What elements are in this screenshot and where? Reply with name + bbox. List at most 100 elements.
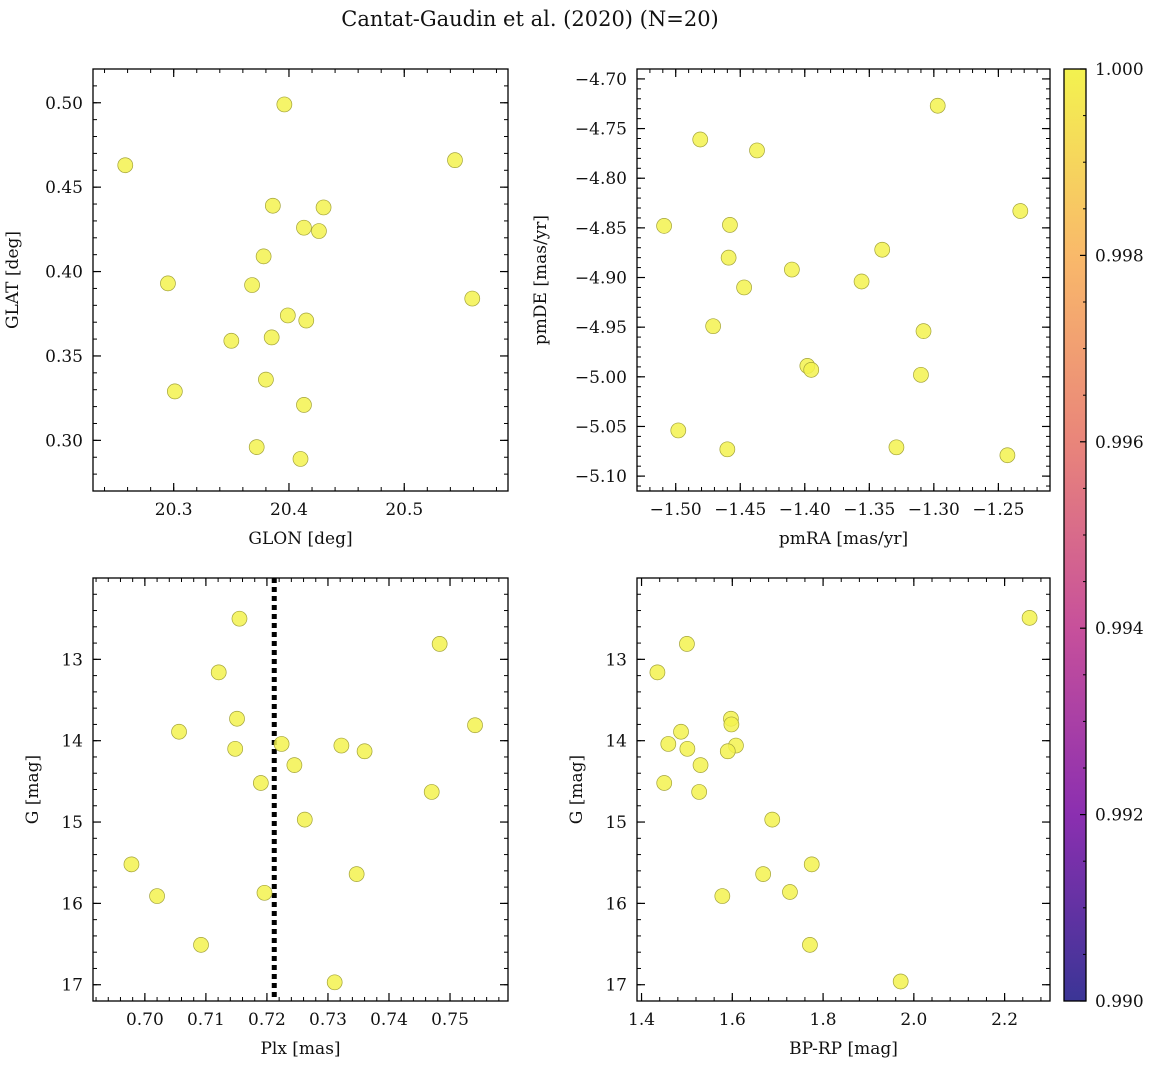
y-tick-label: 0.40	[45, 263, 83, 283]
data-point	[117, 157, 134, 174]
data-point	[273, 736, 290, 752]
panel-4: 1.4 1.6 1.8 2.0 2.2 13 14 15 16 17 BP-RP [mag] G [m…	[567, 577, 1051, 1059]
x-tick-label: 0.70	[126, 1010, 164, 1030]
x-axis-label: Plx [mas]	[260, 1039, 340, 1059]
data-point	[679, 636, 695, 652]
colorbar-bar	[1063, 68, 1087, 1002]
data-point	[311, 223, 327, 239]
data-point	[999, 447, 1016, 464]
data-point	[670, 422, 687, 439]
y-tick-label: 15	[605, 813, 627, 833]
y-tick-label: 0.50	[45, 94, 83, 114]
x-axis-label: pmRA [mas/yr]	[779, 529, 908, 549]
data-point	[679, 740, 696, 757]
data-point	[210, 664, 227, 681]
x-tick-label: −1.30	[908, 500, 960, 520]
data-point	[279, 307, 296, 324]
data-point	[915, 323, 932, 339]
x-tick-label: 2.0	[900, 1010, 927, 1030]
colorbar-tick-label: 0.990	[1095, 992, 1144, 1012]
x-tick-label: 20.3	[155, 500, 193, 520]
data-point	[264, 197, 281, 214]
data-point	[244, 277, 260, 293]
data-point	[714, 888, 731, 904]
y-tick-label: 13	[605, 650, 627, 670]
data-point	[749, 142, 765, 159]
data-point	[1021, 610, 1038, 626]
x-axis-label: GLON [deg]	[248, 529, 352, 549]
y-tick-label: 0.35	[45, 347, 83, 367]
colorbar-tick-label: 0.998	[1095, 246, 1144, 266]
x-tick-label: 1.4	[628, 1010, 655, 1030]
data-point	[447, 152, 463, 169]
data-point	[853, 273, 870, 290]
data-point	[296, 811, 313, 828]
y-tick-label: 17	[61, 976, 83, 996]
data-point	[231, 610, 248, 627]
data-point	[803, 856, 820, 873]
data-point	[258, 371, 274, 388]
data-point	[149, 888, 165, 904]
data-point	[431, 636, 448, 652]
y-tick-label: 13	[61, 650, 83, 670]
data-point	[166, 383, 183, 400]
data-point	[719, 743, 736, 760]
colorbar-tick-label: 1.000	[1095, 60, 1144, 80]
y-tick-label: 14	[61, 732, 83, 752]
panel-1: 20.3 20.4 20.5 0.30 0.35 0.40 0.45 0.50 GLON [de…	[3, 68, 509, 549]
axes-frame	[636, 68, 1051, 492]
y-tick-label: 15	[61, 813, 83, 833]
x-tick-label: 20.4	[270, 500, 308, 520]
data-point	[252, 775, 269, 791]
data-point	[692, 131, 709, 148]
x-tick-label: 0.73	[309, 1010, 347, 1030]
data-point	[296, 397, 312, 413]
y-tick-label: −4.85	[575, 219, 627, 239]
data-point	[229, 710, 245, 727]
x-tick-label: 1.6	[719, 1010, 746, 1030]
x-tick-label: 2.2	[991, 1010, 1018, 1030]
data-point	[656, 218, 672, 234]
data-point	[673, 723, 689, 740]
data-point	[160, 275, 176, 292]
colorbar-tick-label: 0.992	[1095, 806, 1144, 826]
y-axis-label: G [mag]	[23, 755, 43, 824]
data-point	[296, 219, 312, 236]
data-point	[719, 441, 736, 458]
axes-frame	[92, 68, 509, 492]
data-point	[736, 279, 752, 296]
data-point	[333, 737, 350, 754]
data-point	[286, 757, 303, 773]
x-tick-label: 20.5	[385, 500, 423, 520]
minor-ticks	[93, 68, 508, 491]
y-tick-label: 0.30	[45, 431, 83, 451]
data-point	[782, 884, 798, 900]
y-tick-label: 17	[605, 976, 627, 996]
y-tick-label: −4.95	[575, 318, 627, 338]
x-tick-label: 0.71	[187, 1010, 225, 1030]
data-point	[723, 716, 740, 733]
data-point	[464, 290, 481, 307]
data-point	[656, 775, 673, 791]
data-point	[929, 97, 946, 114]
y-axis-label: GLAT [deg]	[3, 231, 23, 329]
data-point	[348, 866, 365, 882]
x-tick-label: −1.45	[714, 500, 766, 520]
data-point	[256, 884, 273, 901]
data-point	[298, 312, 315, 329]
y-tick-label: −4.90	[575, 269, 627, 289]
y-axis-label: G [mag]	[567, 755, 587, 824]
data-point	[315, 199, 332, 216]
data-point	[705, 318, 721, 335]
x-tick-label: −1.50	[650, 500, 702, 520]
data-point	[755, 866, 772, 882]
data-point	[326, 974, 343, 991]
data-point	[467, 717, 483, 734]
data-point	[691, 784, 708, 800]
data-point	[263, 329, 280, 346]
data-point	[802, 937, 818, 953]
y-tick-label: −5.10	[575, 467, 627, 487]
data-point	[892, 973, 909, 990]
x-tick-label: 0.72	[248, 1010, 286, 1030]
